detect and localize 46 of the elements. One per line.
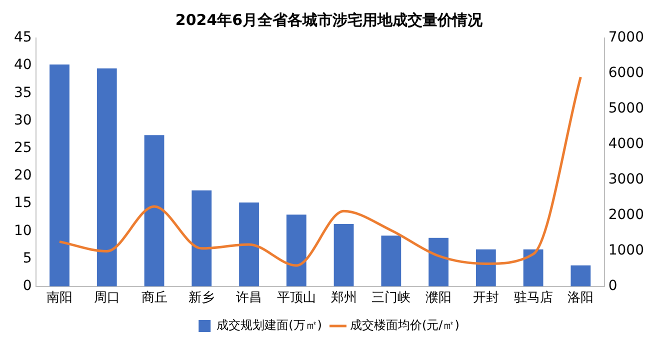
bar: [428, 238, 448, 286]
y2-tick-label: 4000: [608, 136, 644, 152]
y-tick-label: 15: [14, 195, 32, 212]
chart-title: 2024年6月全省各城市涉宅用地成交量价情况: [175, 10, 484, 29]
x-tick-label: 开封: [472, 290, 499, 306]
y-tick-label: 10: [14, 222, 32, 239]
y-tick-label: 5: [22, 250, 32, 266]
legend-label: 成交楼面均价(元/㎡): [350, 318, 460, 332]
line-series: [58, 76, 582, 267]
x-tick-label: 许昌: [236, 290, 262, 306]
bar: [334, 224, 354, 286]
legend-label: 成交规划建面(万㎡): [216, 318, 322, 332]
y2-tick-label: 3000: [608, 172, 644, 188]
x-tick-label: 洛阳: [568, 290, 594, 306]
y-tick-label: 35: [14, 84, 32, 101]
bar: [192, 190, 212, 286]
x-tick-label: 三门峡: [372, 290, 411, 306]
bar: [50, 64, 70, 286]
x-tick-label: 濮阳: [426, 290, 452, 306]
y2-tick-label: 7000: [608, 30, 644, 46]
y2-tick-label: 6000: [608, 65, 644, 82]
y-tick-label: 20: [14, 168, 32, 184]
x-tick-label: 平顶山: [276, 290, 316, 306]
y-tick-label: 30: [14, 112, 32, 128]
bar: [239, 202, 259, 286]
y2-tick-label: 2000: [608, 207, 644, 224]
x-tick-label: 新乡: [188, 290, 215, 306]
bar: [144, 135, 164, 286]
bar: [96, 68, 117, 286]
y-tick-label: 45: [14, 30, 32, 46]
y2-tick-label: 5000: [608, 100, 644, 117]
x-tick-label: 周口: [94, 290, 120, 306]
y-tick-label: 40: [14, 57, 32, 74]
bar: [570, 265, 591, 286]
x-tick-label: 驻马店: [514, 290, 553, 306]
bar: [476, 249, 496, 286]
bar: [286, 214, 306, 286]
x-tick-label: 南阳: [46, 290, 73, 306]
bar: [523, 249, 544, 286]
x-tick-label: 商丘: [141, 290, 168, 306]
bar: [381, 236, 402, 286]
y-tick-label: 0: [22, 278, 32, 294]
x-tick-label: 郑州: [330, 290, 357, 306]
y2-tick-label: 0: [608, 278, 618, 294]
y-tick-label: 25: [14, 140, 32, 156]
y2-tick-label: 1000: [608, 242, 644, 259]
